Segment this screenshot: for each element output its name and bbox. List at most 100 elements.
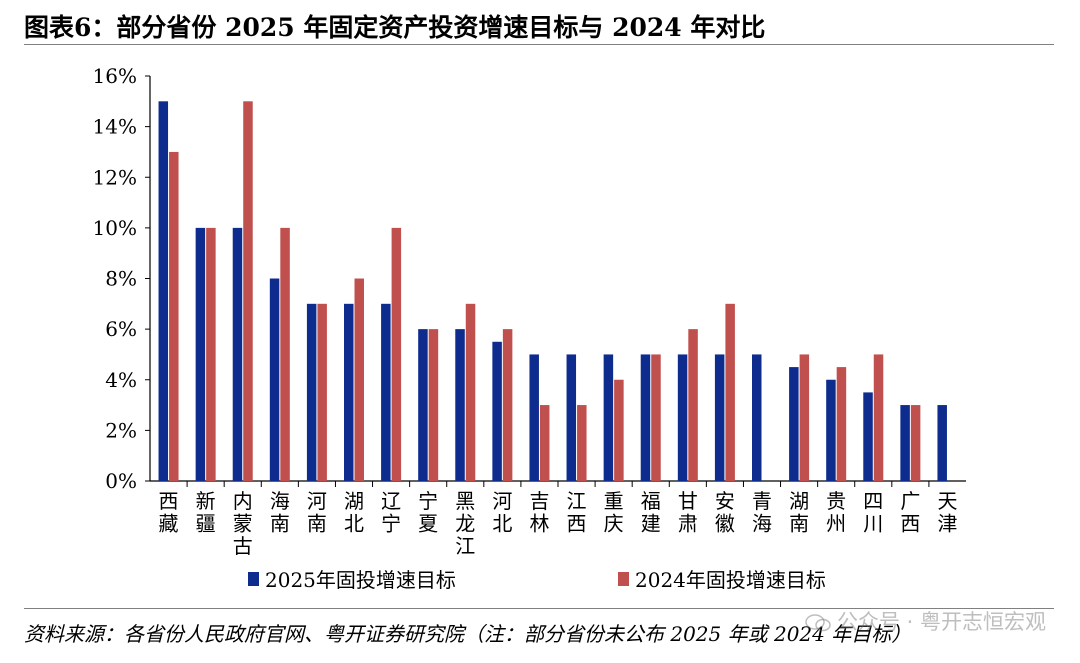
bar-2025-20	[863, 392, 873, 481]
bar-chart: 0%2%4%6%8%10%12%14%16%西藏新疆内蒙古海南河南湖北辽宁宁夏黑…	[93, 64, 966, 592]
bar-2025-3	[232, 227, 243, 481]
x-tick-label-char: 海	[270, 489, 290, 513]
bar-2025-11	[529, 354, 539, 481]
bar-2024-8	[428, 329, 439, 481]
bar-2025-17	[752, 354, 762, 481]
y-tick-label: 0%	[105, 469, 137, 493]
x-tick-label-char: 林	[529, 512, 549, 536]
bar-2024-13	[614, 379, 624, 481]
source-note: 资料来源：各省份人民政府官网、粤开证券研究院（注：部分省份未公布 2025 年或…	[24, 622, 912, 646]
x-tick-label-char: 宁	[418, 489, 438, 513]
y-tick-label: 14%	[93, 115, 137, 139]
x-tick-label-char: 辽	[381, 489, 401, 513]
wechat-icon	[805, 614, 831, 632]
x-tick-label-char: 蒙	[233, 512, 253, 536]
x-tick-label-char: 内	[233, 489, 253, 513]
y-tick-label: 8%	[105, 267, 137, 291]
bar-2025-2	[195, 227, 206, 481]
bar-2025-18	[789, 367, 799, 481]
x-tick-label-char: 河	[492, 489, 512, 513]
x-tick-label-char: 南	[307, 512, 327, 536]
x-tick-label-char: 西	[567, 512, 587, 536]
bar-2024-5	[317, 303, 327, 481]
x-tick-label-char: 西	[159, 489, 179, 513]
bar-2025-13	[603, 354, 614, 481]
bar-2025-16	[714, 354, 725, 481]
y-tick-label: 16%	[93, 64, 137, 88]
y-tick-label: 10%	[93, 216, 137, 240]
x-tick-label-char: 湖	[344, 489, 364, 513]
bar-2025-15	[677, 354, 688, 481]
x-tick-label-char: 新	[196, 489, 216, 513]
y-tick-label: 2%	[105, 418, 137, 442]
bar-2024-10	[502, 329, 513, 481]
bar-2025-10	[492, 341, 502, 481]
bar-2025-4	[269, 278, 280, 481]
x-tick-label-char: 西	[900, 512, 920, 536]
bar-2024-20	[873, 354, 884, 481]
x-tick-label-char: 吉	[529, 489, 549, 513]
y-tick-label: 6%	[105, 317, 137, 341]
x-tick-label-char: 青	[752, 489, 772, 513]
x-tick-label-char: 广	[900, 489, 920, 513]
x-tick-label-char: 湖	[789, 489, 809, 513]
bar-2024-4	[280, 227, 290, 481]
bar-2024-1	[169, 151, 179, 481]
x-tick-label-char: 南	[789, 512, 809, 536]
x-tick-label-char: 北	[492, 512, 512, 536]
x-tick-label-char: 川	[863, 512, 883, 536]
watermark: 公众号 · 粤开志恒宏观	[805, 606, 1046, 636]
bar-2025-9	[455, 329, 465, 481]
x-tick-label-char: 江	[567, 489, 587, 513]
bar-2025-14	[640, 354, 651, 481]
bar-2024-14	[651, 354, 661, 481]
bar-2024-18	[799, 354, 810, 481]
bar-2024-9	[465, 303, 476, 481]
x-tick-label-char: 河	[307, 489, 327, 513]
bar-2024-3	[243, 101, 253, 481]
bar-2024-12	[577, 405, 587, 481]
footer-divider	[24, 608, 1054, 609]
x-tick-label-char: 贵	[826, 489, 846, 513]
bar-2025-8	[418, 329, 428, 481]
x-tick-label-char: 天	[937, 489, 957, 513]
x-tick-label-char: 北	[344, 512, 364, 536]
legend-swatch-1	[248, 572, 259, 586]
x-tick-label-char: 夏	[418, 512, 438, 536]
x-tick-label-char: 古	[233, 534, 253, 558]
bar-2025-7	[381, 303, 391, 481]
bar-2025-6	[344, 303, 354, 481]
watermark-text: 公众号 · 粤开志恒宏观	[836, 610, 1046, 634]
legend-swatch-2	[618, 572, 629, 586]
x-tick-label-char: 福	[641, 489, 661, 513]
bar-2025-19	[826, 379, 836, 481]
bar-2025-1	[158, 101, 169, 481]
x-tick-label-char: 藏	[159, 512, 179, 536]
bar-2024-6	[354, 278, 364, 481]
bar-2025-21	[900, 405, 910, 481]
legend-label-1: 2025年固投增速目标	[265, 568, 456, 592]
x-tick-label-char: 庆	[604, 512, 624, 536]
bar-2024-2	[206, 227, 216, 481]
bar-2025-22	[937, 405, 947, 481]
bar-2024-15	[688, 329, 698, 481]
figure-title: 图表6：部分省份 2025 年固定资产投资增速目标与 2024 年对比	[24, 13, 766, 42]
x-tick-label-char: 肃	[678, 512, 698, 536]
y-tick-label: 12%	[93, 165, 137, 189]
bar-2024-7	[391, 227, 402, 481]
bar-2025-12	[566, 354, 577, 481]
x-tick-label-char: 江	[455, 534, 475, 558]
x-tick-label-char: 建	[641, 512, 661, 536]
bar-2024-21	[910, 405, 921, 481]
title-divider	[24, 44, 1054, 45]
x-tick-label-char: 南	[270, 512, 290, 536]
x-tick-label-char: 徽	[715, 512, 735, 536]
bar-2024-16	[725, 303, 735, 481]
x-tick-label-char: 龙	[455, 512, 475, 536]
x-tick-label-char: 甘	[678, 489, 698, 513]
bar-2025-5	[306, 303, 317, 481]
x-tick-label-char: 四	[863, 489, 883, 513]
bar-2024-11	[539, 405, 550, 481]
x-tick-label-char: 津	[937, 512, 957, 536]
legend-label-2: 2024年固投增速目标	[635, 568, 826, 592]
